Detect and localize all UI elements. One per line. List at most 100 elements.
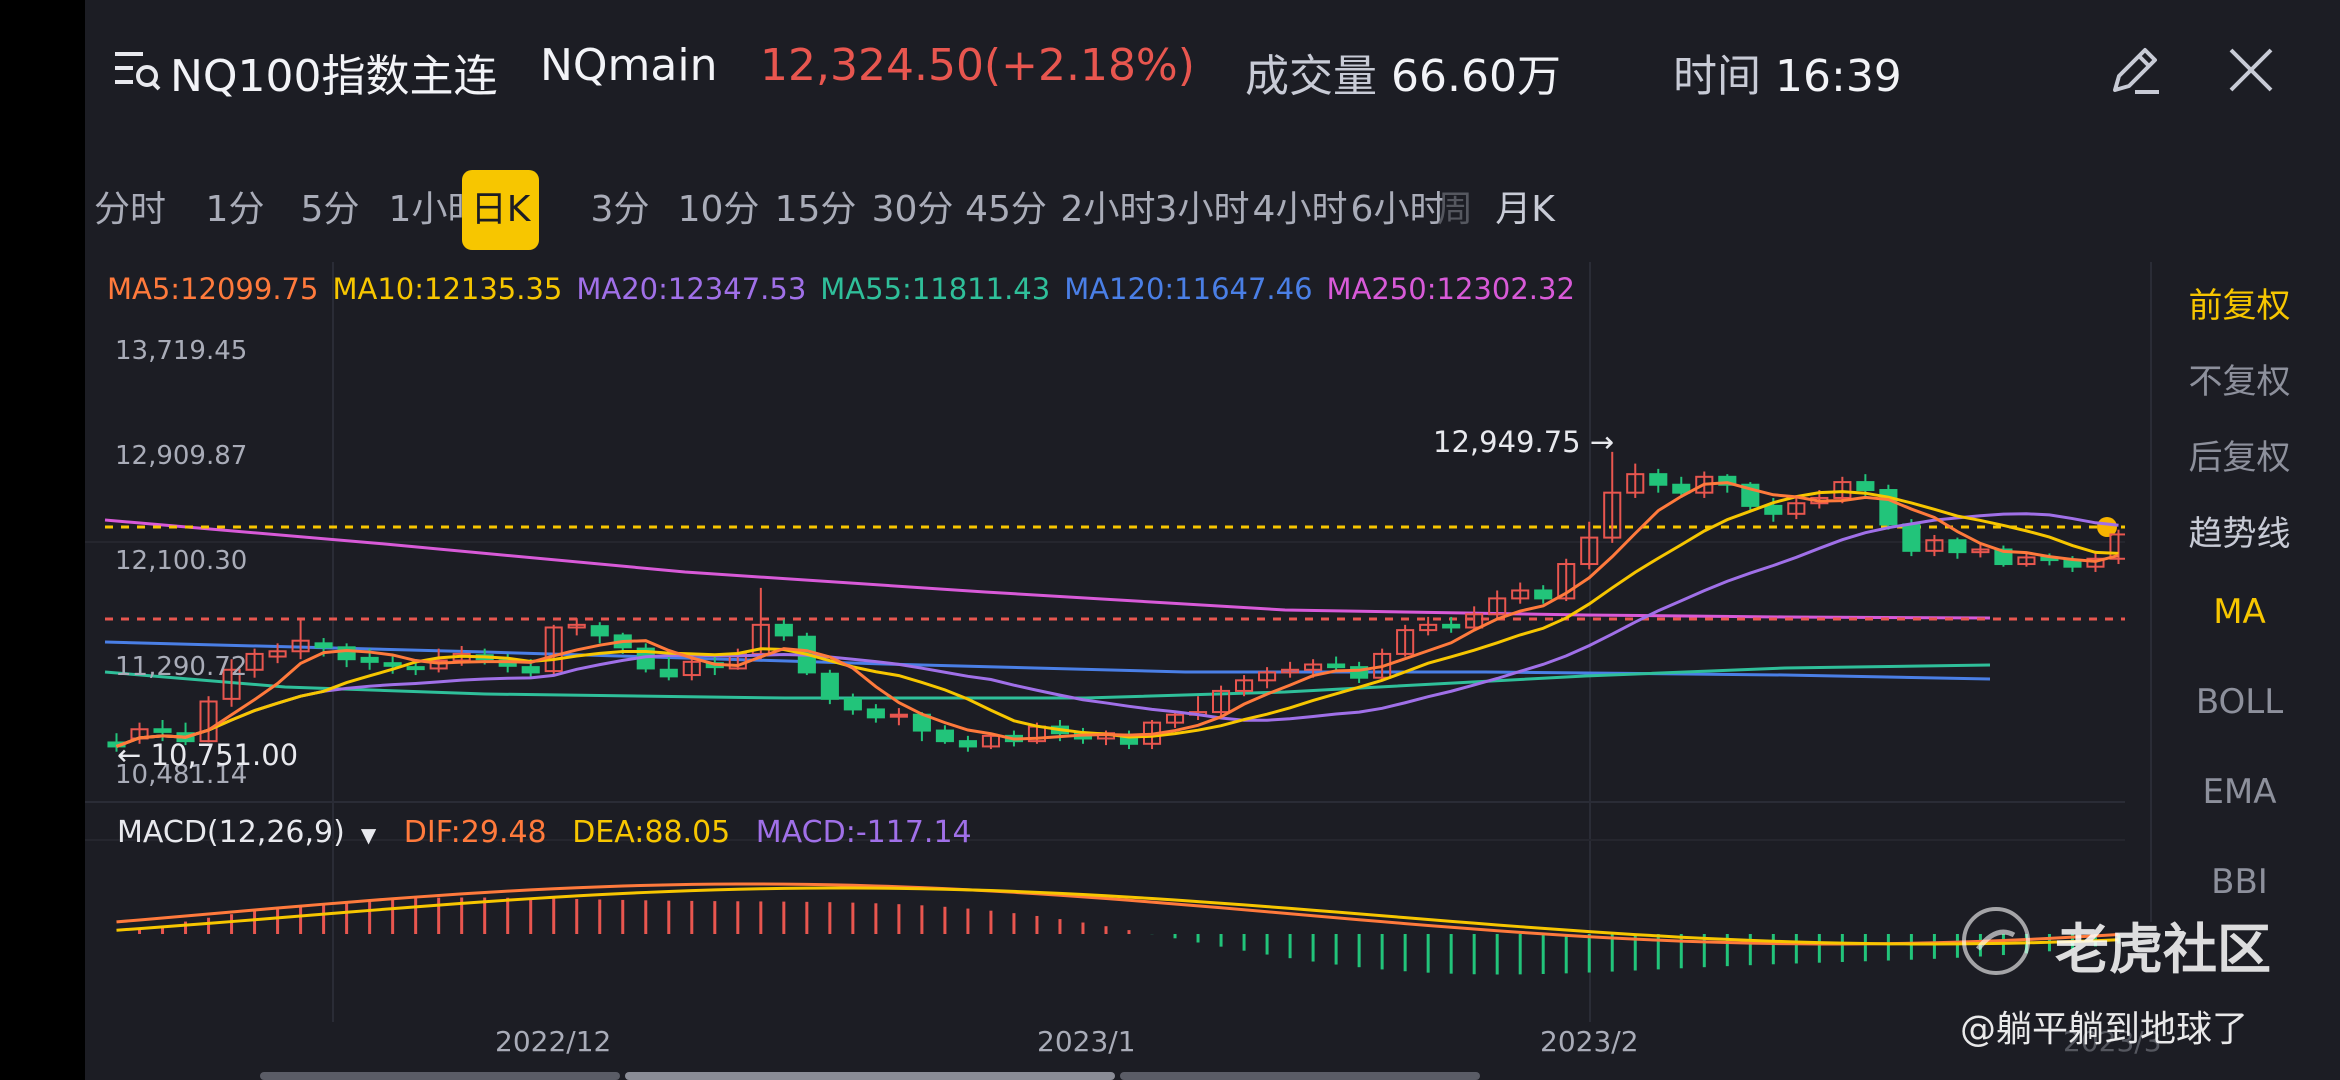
candle-body — [1534, 589, 1553, 600]
candle-body — [245, 652, 264, 671]
candle-body — [682, 660, 701, 677]
ma-legend: MA5:12099.75 MA10:12135.35 MA20:12347.53 MA… — [107, 272, 1589, 306]
ma-legend-item: MA55:11811.43 — [820, 272, 1051, 306]
candle-body — [1925, 539, 1944, 552]
candle-body — [544, 626, 563, 673]
tab-0[interactable]: 分时 — [93, 189, 166, 230]
volume-value: 66.60万 — [1391, 51, 1561, 102]
candle-body — [1511, 589, 1530, 600]
tab-6[interactable]: 10分 — [677, 189, 760, 230]
volume-label: 成交量 — [1245, 51, 1377, 102]
ma250-line — [104, 518, 1991, 620]
tab-9[interactable]: 45分 — [965, 189, 1047, 230]
tab-12[interactable]: 4小时 — [1252, 189, 1348, 230]
close-icon[interactable] — [2225, 44, 2277, 96]
candle-body — [1580, 536, 1599, 566]
tab-13[interactable]: 6小时 — [1350, 189, 1446, 230]
symbol-title[interactable]: NQ100指数主连 — [170, 51, 498, 102]
candle-body — [1373, 652, 1392, 679]
candle-body — [153, 728, 172, 733]
candle-body — [1304, 663, 1323, 671]
tab-2[interactable]: 5分 — [300, 189, 360, 230]
y-axis-label: 11,290.72 — [115, 652, 248, 682]
time-value: 16:39 — [1775, 51, 1902, 102]
candle-body — [1603, 491, 1622, 539]
ma120-line — [104, 640, 1991, 681]
panel-item-0[interactable]: 前复权 — [2188, 286, 2291, 326]
panel-item-2[interactable]: 后复权 — [2188, 438, 2291, 478]
time-readout: 时间 16:39 — [1673, 40, 1902, 104]
app-window: NQ100指数主连 NQmain 12,324.50(+2.18%) 成交量 6… — [85, 0, 2340, 1080]
candle-body — [1350, 666, 1369, 679]
scrollbar-track[interactable] — [260, 1072, 620, 1080]
y-axis-label: 13,719.45 — [115, 336, 248, 366]
edit-pencil-icon[interactable] — [2105, 40, 2165, 100]
candle-body — [383, 662, 402, 667]
candle-body — [2109, 533, 2125, 560]
candle-body — [820, 672, 839, 700]
panel-item-7[interactable]: BBI — [2211, 862, 2268, 902]
x-axis-label: 2023/1 — [1037, 1025, 1136, 1058]
macd-value: MACD:-117.14 — [755, 815, 972, 850]
macd-legend: MACD(12,26,9) ▼ DIF:29.48 DEA:88.05 MACD:… — [117, 815, 988, 850]
candle-body — [1718, 475, 1737, 486]
tab-1[interactable]: 1分 — [205, 189, 265, 230]
candle-body — [1856, 481, 1875, 492]
candle-body — [199, 700, 218, 743]
panel-item-6[interactable]: EMA — [2202, 772, 2277, 812]
tab-4[interactable]: 日K — [462, 170, 539, 250]
macd-dea: DEA:88.05 — [572, 815, 731, 850]
candle-body — [521, 666, 540, 674]
candle-body — [935, 729, 954, 743]
dif-line — [116, 882, 2119, 946]
tab-10[interactable]: 2小时 — [1060, 189, 1156, 230]
candle-body — [1442, 623, 1461, 629]
watermark-text: 老虎社区 — [2055, 918, 2271, 981]
candlestick-chart[interactable] — [85, 262, 2125, 1072]
candle-body — [2086, 557, 2105, 568]
menu-search-icon[interactable] — [115, 48, 161, 92]
candle-body — [1165, 713, 1185, 724]
candle-body — [659, 668, 678, 678]
scrollbar-thumb[interactable] — [625, 1072, 1115, 1080]
candle-body — [1902, 523, 1921, 552]
scrollbar-track[interactable] — [1120, 1072, 1480, 1080]
candle-body — [1971, 548, 1990, 554]
x-axis-label: 2022/12 — [495, 1025, 612, 1058]
candle-body — [2017, 556, 2036, 566]
candle-body — [866, 708, 885, 719]
ma-legend-item: MA5:12099.75 — [107, 272, 319, 306]
candle-body — [1787, 502, 1806, 515]
tab-11[interactable]: 3小时 — [1154, 189, 1250, 230]
dea-line — [116, 886, 2119, 946]
tab-5[interactable]: 3分 — [590, 189, 650, 230]
candle-body — [889, 713, 908, 718]
tab-14[interactable]: 周 — [1436, 189, 1473, 230]
panel-item-5[interactable]: BOLL — [2195, 682, 2284, 722]
ma5-line — [115, 481, 2119, 748]
caret-down-icon[interactable]: ▼ — [360, 823, 377, 847]
panel-item-1[interactable]: 不复权 — [2188, 362, 2291, 402]
candle-body — [1672, 483, 1691, 494]
candle-body — [1465, 613, 1484, 629]
candle-body — [1419, 623, 1438, 632]
candle-body — [314, 642, 333, 649]
macd-title[interactable]: MACD(12,26,9) — [117, 815, 345, 850]
candle-body — [981, 734, 1000, 748]
candle-body — [1211, 689, 1231, 714]
panel-item-3[interactable]: 趋势线 — [2188, 514, 2291, 554]
candle-body — [222, 668, 241, 700]
header-bar: NQ100指数主连 NQmain 12,324.50(+2.18%) 成交量 6… — [85, 0, 2340, 140]
panel-item-4[interactable]: MA — [2213, 592, 2266, 632]
tab-7[interactable]: 15分 — [774, 189, 857, 230]
candle-body — [1235, 679, 1254, 692]
candle-body — [291, 639, 310, 653]
y-axis-label: 12,100.30 — [115, 546, 248, 576]
indicator-panel: 前复权不复权后复权趋势线 MA BOLL EMA BBI — [2150, 262, 2325, 922]
last-price: 12,324.50(+2.18%) — [760, 40, 1195, 91]
tab-8[interactable]: 30分 — [871, 189, 954, 230]
candle-body — [1948, 539, 1967, 554]
tab-15[interactable]: 月K — [1495, 189, 1555, 230]
candle-body — [1281, 668, 1300, 674]
high-annotation: 12,949.75 → — [1433, 425, 1615, 459]
